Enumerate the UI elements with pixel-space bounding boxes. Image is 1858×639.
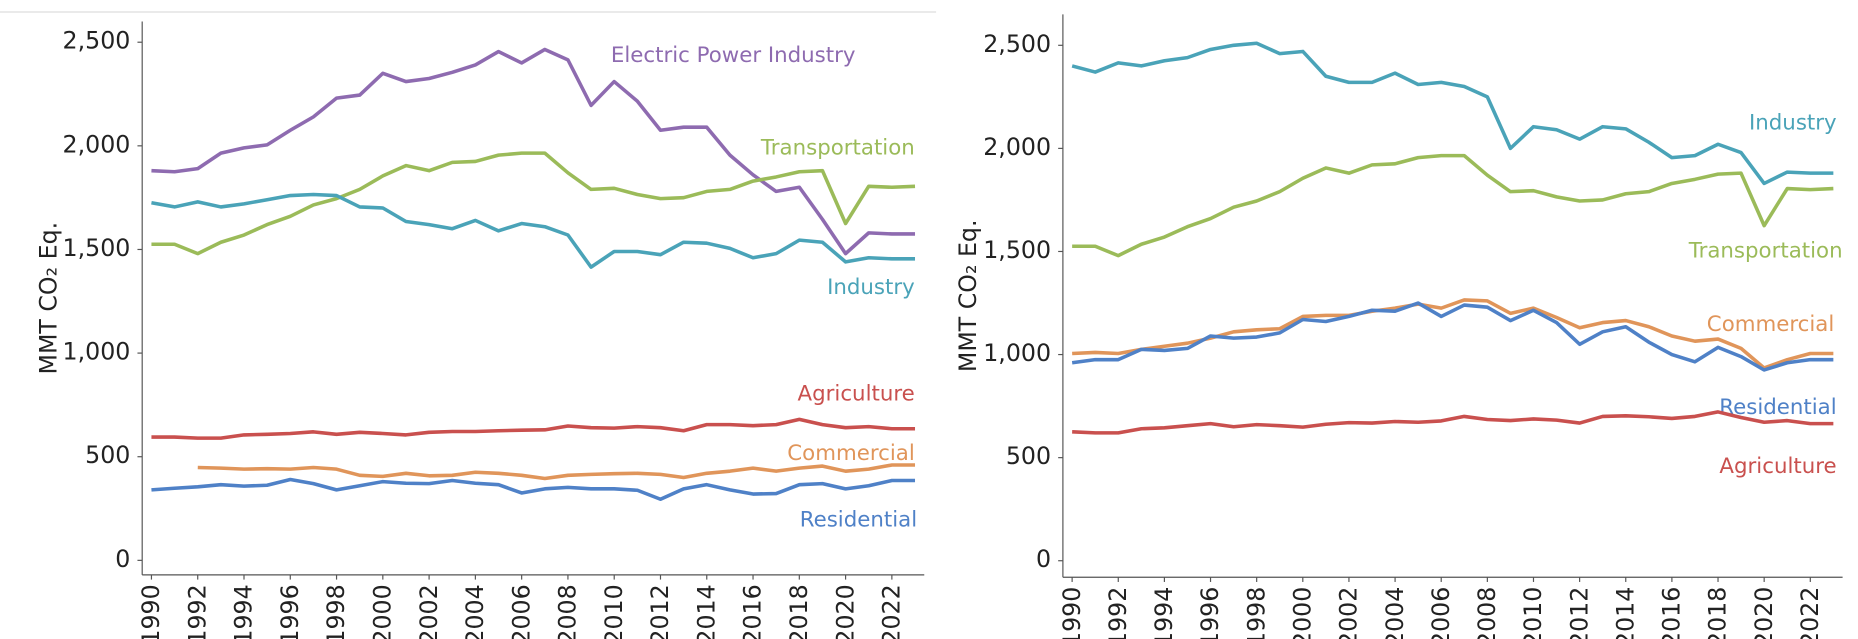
series-label: Industry bbox=[1749, 110, 1837, 135]
x-tick-label: 1996 bbox=[1196, 587, 1224, 639]
x-tick-label: 2012 bbox=[646, 584, 674, 639]
y-axis-label: MMT CO₂ Eq. bbox=[34, 222, 62, 375]
series-line bbox=[1072, 153, 1834, 258]
x-tick-label: 2004 bbox=[1381, 587, 1409, 639]
x-tick-label: 2012 bbox=[1565, 587, 1593, 639]
x-tick-label: 1998 bbox=[1242, 587, 1270, 639]
series-line bbox=[151, 417, 916, 440]
series-label: Electric Power Industry bbox=[611, 43, 856, 68]
x-tick-label: 2022 bbox=[878, 584, 906, 639]
x-tick-label: 2022 bbox=[1796, 587, 1824, 639]
x-tick-label: 2002 bbox=[415, 584, 443, 639]
y-axis-label: MMT CO₂ Eq. bbox=[954, 219, 982, 372]
y-tick-label: 1,000 bbox=[983, 339, 1051, 367]
x-tick-label: 2014 bbox=[692, 584, 720, 639]
x-tick-label: 1994 bbox=[230, 584, 258, 639]
x-tick-label: 2018 bbox=[785, 584, 813, 639]
series-label: Agriculture bbox=[1719, 454, 1836, 479]
series-line bbox=[1071, 301, 1834, 372]
y-tick-label: 0 bbox=[1036, 545, 1051, 573]
x-tick-label: 2006 bbox=[1427, 587, 1455, 639]
y-tick-label: 500 bbox=[1006, 442, 1051, 470]
series-label: Industry bbox=[827, 275, 915, 300]
y-tick-label: 0 bbox=[115, 545, 130, 573]
series-label: Commercial bbox=[787, 441, 914, 466]
x-tick-label: 2004 bbox=[461, 584, 489, 639]
x-tick-label: 1992 bbox=[183, 584, 211, 639]
series-line bbox=[1071, 41, 1834, 186]
x-tick-label: 2016 bbox=[1658, 587, 1686, 639]
x-tick-label: 2006 bbox=[507, 584, 535, 639]
series-line bbox=[151, 477, 916, 502]
y-tick-label: 1,000 bbox=[63, 338, 131, 366]
series-label: Commercial bbox=[1707, 312, 1834, 337]
series-label: Residential bbox=[800, 507, 917, 532]
x-tick-label: 2018 bbox=[1704, 587, 1732, 639]
x-tick-label: 1990 bbox=[1058, 587, 1086, 639]
x-tick-label: 1998 bbox=[322, 584, 350, 639]
y-tick-label: 1,500 bbox=[63, 234, 131, 262]
series-line bbox=[151, 151, 916, 256]
x-tick-label: 1996 bbox=[276, 584, 304, 639]
x-tick-label: 2020 bbox=[831, 584, 859, 639]
x-tick-label: 2008 bbox=[1473, 587, 1501, 639]
y-tick-label: 500 bbox=[85, 441, 130, 469]
y-tick-label: 2,500 bbox=[63, 27, 131, 55]
series-label: Transportation bbox=[760, 135, 915, 160]
x-tick-label: 1990 bbox=[137, 584, 165, 639]
x-tick-label: 2020 bbox=[1750, 587, 1778, 639]
x-tick-label: 1992 bbox=[1104, 587, 1132, 639]
series-line bbox=[197, 463, 916, 481]
x-tick-label: 2002 bbox=[1335, 587, 1363, 639]
series-line bbox=[151, 192, 916, 269]
x-tick-label: 2000 bbox=[1288, 587, 1316, 639]
series-label: Transportation bbox=[1688, 238, 1843, 263]
x-tick-label: 1994 bbox=[1150, 587, 1178, 639]
y-tick-label: 2,000 bbox=[983, 133, 1051, 161]
x-tick-label: 2014 bbox=[1611, 587, 1639, 639]
x-tick-label: 2010 bbox=[1519, 587, 1547, 639]
series-line bbox=[151, 47, 916, 256]
series-label: Agriculture bbox=[798, 382, 915, 407]
series-line bbox=[1072, 410, 1834, 435]
x-tick-label: 2010 bbox=[600, 584, 628, 639]
y-tick-label: 2,000 bbox=[63, 130, 131, 158]
x-tick-label: 2000 bbox=[369, 584, 397, 639]
x-tick-label: 2016 bbox=[739, 584, 767, 639]
y-tick-label: 2,500 bbox=[983, 30, 1051, 58]
x-tick-label: 2008 bbox=[554, 584, 582, 639]
y-tick-label: 1,500 bbox=[983, 236, 1051, 264]
